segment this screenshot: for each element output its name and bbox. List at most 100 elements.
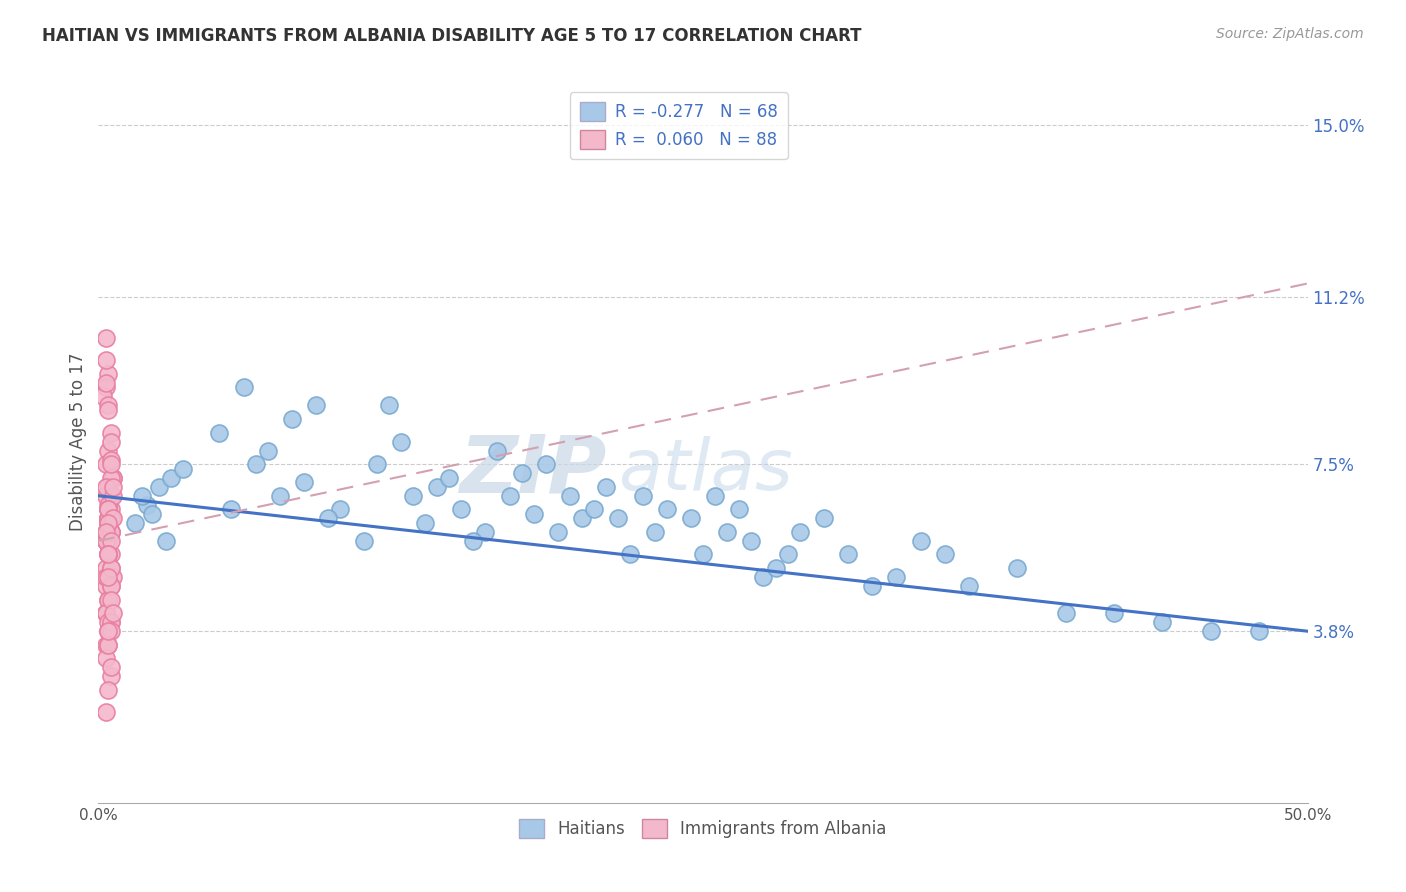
Point: [437, 471, 460, 485]
Point: [426, 480, 449, 494]
Point: [97, 502, 120, 516]
Point: [292, 475, 315, 490]
Point: [329, 502, 352, 516]
Point: [94, 651, 117, 665]
Point: [366, 457, 388, 471]
Point: [100, 471, 122, 485]
Point: [245, 457, 267, 471]
Point: [523, 507, 546, 521]
Point: [97, 548, 120, 562]
Point: [97, 638, 120, 652]
Point: [208, 425, 231, 440]
Point: [1102, 606, 1125, 620]
Point: [316, 511, 339, 525]
Point: [155, 533, 177, 548]
Point: [679, 511, 702, 525]
Point: [474, 524, 496, 539]
Point: [716, 524, 738, 539]
Point: [534, 457, 557, 471]
Point: [97, 511, 120, 525]
Point: [97, 443, 120, 458]
Point: [789, 524, 811, 539]
Point: [97, 615, 120, 630]
Point: [100, 489, 122, 503]
Point: [1199, 624, 1222, 639]
Point: [141, 507, 163, 521]
Point: [510, 466, 533, 480]
Point: [607, 511, 630, 525]
Point: [101, 606, 124, 620]
Point: [644, 524, 666, 539]
Point: [94, 606, 117, 620]
Point: [101, 570, 124, 584]
Point: [94, 524, 117, 539]
Point: [100, 615, 122, 630]
Point: [97, 638, 120, 652]
Point: [94, 524, 117, 539]
Point: [692, 548, 714, 562]
Point: [100, 524, 122, 539]
Point: [837, 548, 859, 562]
Point: [100, 561, 122, 575]
Y-axis label: Disability Age 5 to 17: Disability Age 5 to 17: [69, 352, 87, 531]
Point: [1007, 561, 1029, 575]
Point: [486, 443, 509, 458]
Point: [413, 516, 436, 530]
Text: Source: ZipAtlas.com: Source: ZipAtlas.com: [1216, 27, 1364, 41]
Point: [94, 606, 117, 620]
Point: [100, 511, 122, 525]
Point: [232, 380, 254, 394]
Point: [97, 516, 120, 530]
Point: [1152, 615, 1174, 630]
Point: [595, 480, 617, 494]
Point: [353, 533, 375, 548]
Point: [547, 524, 569, 539]
Point: [389, 434, 412, 449]
Point: [97, 516, 120, 530]
Point: [957, 579, 980, 593]
Point: [94, 380, 117, 394]
Point: [100, 561, 122, 575]
Point: [100, 660, 122, 674]
Point: [221, 502, 243, 516]
Point: [100, 579, 122, 593]
Point: [97, 624, 120, 639]
Point: [100, 624, 122, 639]
Point: [94, 480, 117, 494]
Point: [269, 489, 291, 503]
Point: [94, 638, 117, 652]
Text: ZIP: ZIP: [458, 432, 606, 509]
Point: [97, 533, 120, 548]
Point: [124, 516, 146, 530]
Point: [305, 398, 328, 412]
Point: [101, 511, 124, 525]
Point: [135, 498, 157, 512]
Point: [583, 502, 606, 516]
Point: [94, 457, 117, 471]
Point: [1054, 606, 1077, 620]
Point: [97, 682, 120, 697]
Point: [94, 533, 117, 548]
Point: [655, 502, 678, 516]
Point: [100, 669, 122, 683]
Point: [101, 471, 124, 485]
Point: [100, 579, 122, 593]
Point: [100, 592, 122, 607]
Point: [765, 561, 787, 575]
Point: [450, 502, 472, 516]
Point: [94, 533, 117, 548]
Point: [558, 489, 581, 503]
Point: [1249, 624, 1271, 639]
Point: [100, 524, 122, 539]
Point: [97, 624, 120, 639]
Point: [97, 548, 120, 562]
Point: [910, 533, 932, 548]
Point: [97, 516, 120, 530]
Point: [94, 489, 117, 503]
Legend: Haitians, Immigrants from Albania: Haitians, Immigrants from Albania: [513, 813, 893, 845]
Point: [97, 498, 120, 512]
Point: [100, 524, 122, 539]
Point: [100, 548, 122, 562]
Point: [860, 579, 883, 593]
Point: [100, 533, 122, 548]
